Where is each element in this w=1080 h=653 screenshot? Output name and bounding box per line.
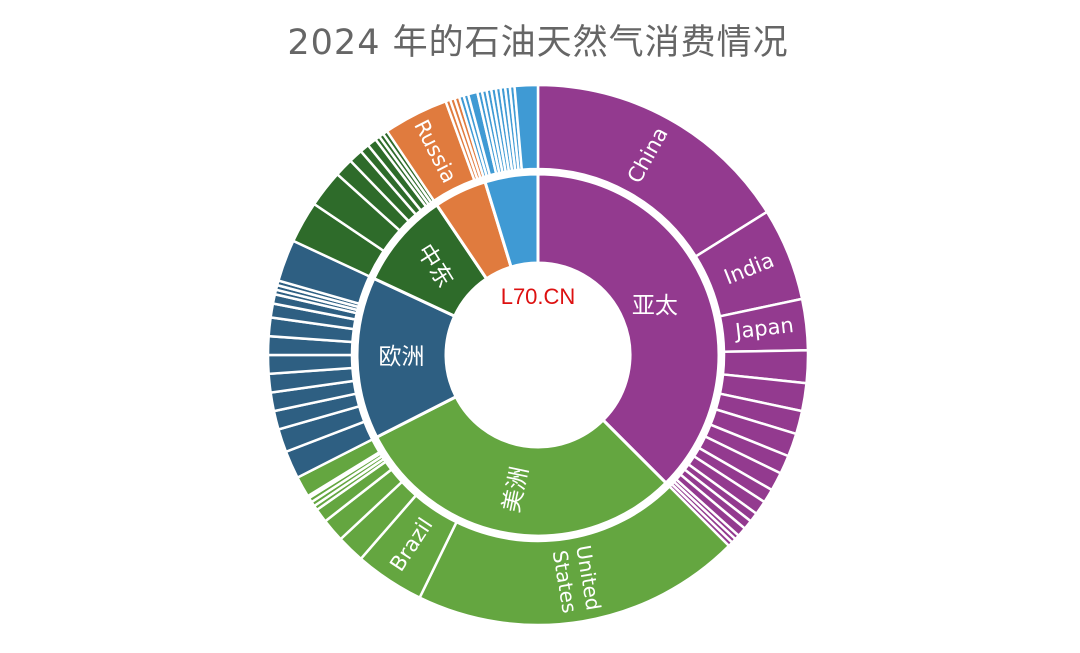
region-label: 欧洲 [379,344,425,370]
region-segment[interactable] [536,172,721,486]
chart-title: 2024 年的石油天然气消费情况 [287,23,789,63]
watermark: L70.CN [500,284,576,309]
region-label: 亚太 [632,293,678,319]
region-segment[interactable] [483,172,540,269]
region-segment[interactable] [374,394,669,538]
outer-segment[interactable] [513,83,540,172]
